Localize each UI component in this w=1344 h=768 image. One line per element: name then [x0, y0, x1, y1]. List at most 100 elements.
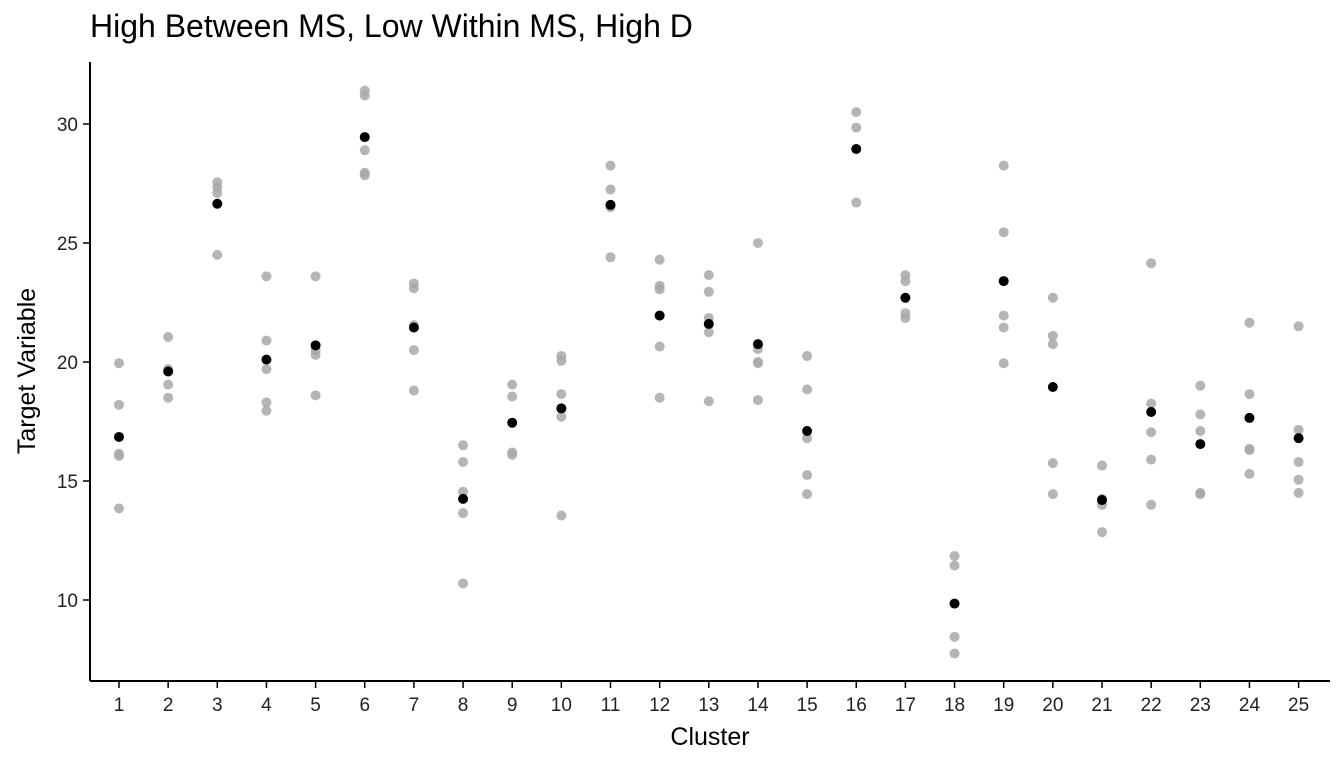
- y-axis-title: Target Variable: [13, 288, 41, 454]
- x-tick-label: 9: [507, 695, 518, 716]
- observation-point: [654, 284, 665, 295]
- observation-point: [163, 379, 174, 390]
- cluster-mean-point: [802, 426, 813, 437]
- observation-point: [802, 351, 813, 362]
- cluster-mean-point: [359, 132, 370, 143]
- cluster-mean-point: [408, 322, 419, 333]
- x-tick-label: 19: [993, 695, 1014, 716]
- observation-point: [703, 286, 714, 297]
- x-tick-label: 16: [846, 695, 867, 716]
- observation-point: [703, 327, 714, 338]
- observation-point: [261, 397, 272, 408]
- observation-point: [900, 276, 911, 287]
- x-tick-label: 20: [1042, 695, 1063, 716]
- cluster-mean-point: [114, 431, 124, 442]
- observation-point: [114, 503, 124, 514]
- observation-point: [851, 122, 862, 133]
- observation-point: [998, 227, 1009, 238]
- cluster-mean-point: [1244, 412, 1255, 423]
- x-tick-label: 15: [797, 695, 818, 716]
- cluster-mean-point: [556, 403, 567, 414]
- observation-point: [802, 433, 813, 444]
- axes-layer: [89, 62, 1330, 682]
- observation-point: [802, 489, 813, 500]
- observation-point: [163, 392, 174, 403]
- observation-point: [359, 90, 370, 101]
- observation-point: [1293, 487, 1304, 498]
- observation-point: [507, 391, 518, 402]
- observation-point: [1146, 454, 1157, 465]
- observation-point: [556, 510, 567, 521]
- observation-point: [1195, 426, 1206, 437]
- observation-point: [261, 271, 272, 282]
- observation-point: [310, 390, 321, 401]
- observation-point: [605, 160, 616, 171]
- observation-point: [703, 396, 714, 407]
- cluster-mean-point: [507, 417, 518, 428]
- x-tick-label: 4: [261, 695, 272, 716]
- observation-point: [556, 389, 567, 400]
- observation-point: [1047, 292, 1058, 303]
- observation-point: [114, 451, 124, 462]
- observation-point: [949, 550, 960, 561]
- observation-point: [851, 107, 862, 118]
- observation-point: [310, 271, 321, 282]
- observation-point: [261, 364, 272, 375]
- observation-point: [261, 405, 272, 416]
- cluster-mean-point: [703, 318, 714, 329]
- observation-point: [1146, 398, 1157, 409]
- observation-point: [458, 440, 469, 451]
- x-tick-label: 17: [895, 695, 916, 716]
- cluster-mean-point: [654, 310, 665, 321]
- cluster-mean-point: [1146, 406, 1157, 417]
- observation-point: [261, 335, 272, 346]
- observation-point: [310, 349, 321, 360]
- x-tick-label: 24: [1239, 695, 1261, 716]
- x-axis-title: Cluster: [670, 723, 749, 751]
- y-tick-label: 30: [57, 115, 78, 136]
- observation-point: [1293, 456, 1304, 467]
- x-tick-label: 11: [601, 695, 621, 716]
- cluster-mean-point: [998, 276, 1009, 287]
- observation-point: [1244, 317, 1255, 328]
- cluster-mean-point: [851, 143, 862, 154]
- observation-point: [605, 252, 616, 263]
- observation-point: [359, 145, 370, 156]
- observation-point: [1047, 339, 1058, 350]
- observation-point: [949, 631, 960, 642]
- x-tick-label: 13: [698, 695, 719, 716]
- observation-point: [752, 395, 763, 406]
- observation-point: [1293, 424, 1304, 435]
- observation-point: [507, 379, 518, 390]
- observation-point: [212, 188, 223, 199]
- observation-point: [1047, 330, 1058, 341]
- observation-point: [654, 392, 665, 403]
- cluster-mean-point: [261, 354, 272, 365]
- observation-point: [458, 578, 469, 589]
- observation-point: [1195, 489, 1206, 500]
- observation-point: [408, 283, 419, 294]
- x-tick-label: 18: [944, 695, 965, 716]
- observation-point: [949, 648, 960, 659]
- observation-point: [998, 322, 1009, 333]
- cluster-mean-point: [900, 292, 911, 303]
- observation-point: [458, 508, 469, 519]
- observation-point: [1146, 499, 1157, 510]
- x-tick-label: 23: [1190, 695, 1211, 716]
- x-tick-label: 25: [1288, 695, 1309, 716]
- observation-point: [1195, 409, 1206, 420]
- cluster-mean-point: [605, 199, 616, 210]
- observation-point: [654, 341, 665, 352]
- observation-point: [654, 254, 665, 265]
- observation-point: [703, 270, 714, 281]
- observation-point: [1293, 321, 1304, 332]
- observation-point: [1047, 458, 1058, 469]
- observation-point: [556, 355, 567, 366]
- cluster-mean-point: [310, 340, 321, 351]
- observation-point: [408, 385, 419, 396]
- observation-point: [802, 384, 813, 395]
- observation-point: [605, 184, 616, 195]
- observation-point: [163, 332, 174, 343]
